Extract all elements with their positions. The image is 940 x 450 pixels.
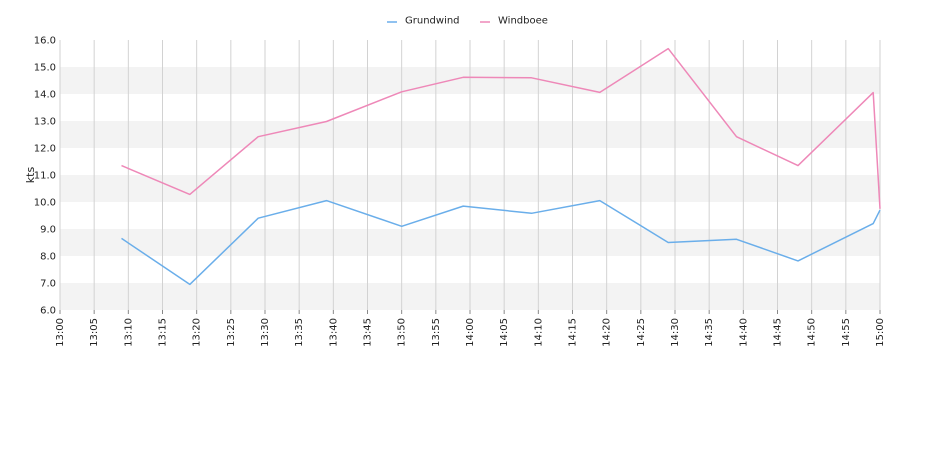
x-tick-label: 14:40 [738,318,749,347]
x-tick-label: 13:10 [123,318,134,347]
x-axis: 13:00 13:05 13:10 13:15 13:20 13:25 13:30 13:35… [55,310,886,347]
series-line-grundwind [121,199,881,286]
x-tick-label: 14:20 [602,318,613,347]
legend-label: Windboee [498,16,548,27]
x-tick-label: 13:40 [328,318,339,347]
x-tick-label: 14:30 [670,318,681,347]
x-tick-label: 14:45 [773,318,784,347]
x-tick-label: 13:20 [192,318,203,347]
legend-label: Grundwind [405,16,460,27]
x-tick-label: 13:45 [363,318,374,347]
y-tick-label: 13.0 [34,117,56,128]
legend[interactable]: Grundwind Windboee [387,16,548,27]
vertical-gridlines [59,40,881,310]
x-tick-label: 13:15 [158,318,169,347]
x-tick-label: 13:35 [294,318,305,347]
series-layer [121,47,881,286]
x-tick-label: 14:35 [704,318,715,347]
y-axis: 6.0 7.0 8.0 9.0 10.0 11.0 12.0 13.0 14.0 15.0 16.0 [34,36,56,317]
y-tick-label: 14.0 [34,90,56,101]
x-tick-label: 13:25 [226,318,237,347]
y-tick-label: 11.0 [34,171,56,182]
y-axis-title: kts [24,167,37,184]
y-tick-label: 16.0 [34,36,56,47]
x-tick-label: 13:30 [260,318,271,347]
x-tick-label: 14:05 [499,318,510,347]
x-tick-label: 14:00 [465,318,476,347]
series-line-windboee [121,47,881,209]
x-tick-label: 14:15 [568,318,579,347]
y-tick-label: 8.0 [40,252,56,263]
y-tick-label: 7.0 [40,279,56,290]
legend-item-grundwind[interactable]: Grundwind [387,16,460,27]
x-tick-label: 14:50 [807,318,818,347]
x-tick-label: 14:55 [841,318,852,347]
y-tick-label: 10.0 [34,198,56,209]
y-tick-label: 12.0 [34,144,56,155]
y-tick-label: 9.0 [40,225,56,236]
y-tick-label: 6.0 [40,306,56,317]
x-tick-label: 13:00 [55,318,66,347]
x-tick-label: 13:05 [89,318,100,347]
x-tick-label: 14:25 [636,318,647,347]
x-tick-label: 14:10 [533,318,544,347]
x-tick-label: 15:00 [875,318,886,347]
x-tick-label: 13:55 [431,318,442,347]
y-tick-label: 15.0 [34,63,56,74]
legend-item-windboee[interactable]: Windboee [480,16,548,27]
x-tick-label: 13:50 [397,318,408,347]
